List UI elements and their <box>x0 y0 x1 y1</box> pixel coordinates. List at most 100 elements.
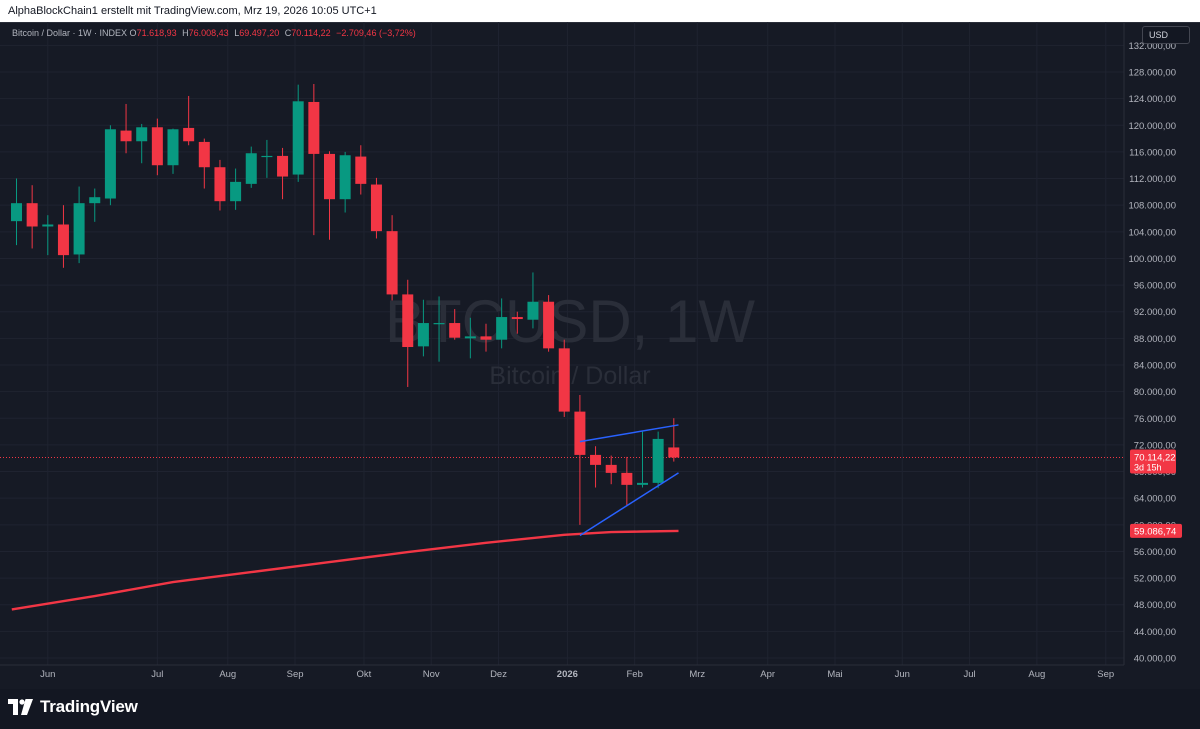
time-tick-label: Feb <box>626 669 642 680</box>
time-tick-label: Sep <box>287 669 304 680</box>
price-tick-label: 92.000,00 <box>1134 307 1176 318</box>
candle-body <box>543 301 555 349</box>
candle <box>42 215 54 256</box>
candle <box>151 118 163 176</box>
candle <box>230 168 242 210</box>
candle-body <box>449 323 461 338</box>
trendline <box>579 424 679 443</box>
time-tick-label: Jul <box>151 669 163 680</box>
candle-body <box>496 317 508 340</box>
candle-body <box>230 181 242 202</box>
candle <box>11 178 22 246</box>
candle-body <box>198 141 210 168</box>
price-tick-label: 104.000,00 <box>1128 227 1176 238</box>
candle <box>449 309 461 340</box>
candle <box>214 159 226 211</box>
time-tick-label: Mrz <box>689 669 705 680</box>
price-tick-label: 128.000,00 <box>1128 68 1176 79</box>
price-tick-label: 124.000,00 <box>1128 94 1176 105</box>
candle-body <box>527 301 539 320</box>
candle-body <box>292 101 304 175</box>
time-tick-label: Jun <box>895 669 910 680</box>
time-tick-label: Dez <box>490 669 507 680</box>
candle-body <box>104 129 116 199</box>
candle-body <box>151 127 163 166</box>
price-tick-label: 44.000,00 <box>1134 627 1176 638</box>
candle-body <box>261 155 273 158</box>
price-tick-label: 56.000,00 <box>1134 547 1176 558</box>
candle <box>57 205 69 268</box>
candle-body <box>183 127 195 142</box>
price-tick-label: 72.000,00 <box>1134 440 1176 451</box>
chart-caption-bar: AlphaBlockChain1 erstellt mit TradingVie… <box>0 0 1200 22</box>
tradingview-logo[interactable]: TradingView <box>8 697 138 717</box>
candle-body <box>574 411 586 455</box>
price-tick-label: 108.000,00 <box>1128 201 1176 212</box>
last-price-marker <box>1130 449 1176 474</box>
candle <box>417 299 429 357</box>
candle <box>245 146 257 188</box>
candle <box>89 188 101 222</box>
bar-countdown-label: 3d 15h <box>1134 462 1162 472</box>
candle <box>167 128 179 174</box>
candle <box>574 394 586 525</box>
currency-selector[interactable]: USD <box>1142 26 1190 44</box>
trendlines[interactable] <box>579 424 679 537</box>
candle <box>73 186 85 264</box>
time-tick-label: Sep <box>1097 669 1114 680</box>
candle-body <box>558 348 570 412</box>
candle <box>590 446 602 488</box>
candle <box>480 323 492 352</box>
candle <box>637 431 648 488</box>
candle <box>292 84 304 182</box>
candle <box>26 185 38 249</box>
price-tick-label: 80.000,00 <box>1134 387 1176 398</box>
candle-body <box>652 438 664 483</box>
footer: TradingView <box>0 689 1200 729</box>
candle-body <box>308 101 320 154</box>
candle-body <box>370 184 382 232</box>
legend-symbol: Bitcoin / Dollar · 1W · INDEX <box>12 28 128 38</box>
price-axis[interactable]: 40.000,00 44.000,00 48.000,00 52.000,00 56.0… <box>1123 22 1176 665</box>
candle-body <box>324 153 335 200</box>
ma-value-label: 59.086,74 <box>1134 526 1176 537</box>
candle-body <box>464 336 476 339</box>
moving-average-line <box>11 529 679 611</box>
candle-body <box>136 127 148 142</box>
candle <box>355 145 367 195</box>
legend-close: 70.114,22 <box>291 28 331 38</box>
candle-body <box>355 156 367 184</box>
legend-low-key: L <box>234 28 240 38</box>
time-axis[interactable]: Jun Jul Aug Sep Okt Nov Dez 2026 Feb Mrz Apr Mai Jun… <box>0 664 1124 680</box>
time-tick-label: Nov <box>423 669 440 680</box>
candle-body <box>590 454 602 465</box>
candle-body <box>26 203 38 227</box>
candle-body <box>637 482 648 485</box>
candle <box>183 95 195 146</box>
candle <box>324 151 335 240</box>
price-tick-label: 120.000,00 <box>1128 121 1176 132</box>
chart-caption: AlphaBlockChain1 erstellt mit TradingVie… <box>8 5 377 17</box>
price-tick-label: 76.000,00 <box>1134 414 1176 425</box>
candle <box>198 138 210 189</box>
candle <box>621 456 633 507</box>
candle <box>136 123 148 164</box>
candle-body <box>433 323 445 325</box>
candle-body <box>42 224 54 227</box>
time-tick-label: Jun <box>40 669 55 680</box>
candle-body <box>245 153 257 184</box>
candle <box>339 151 351 213</box>
candles <box>11 83 680 525</box>
candle-body <box>73 203 85 255</box>
time-tick-label: 2026 <box>557 669 578 680</box>
time-tick-label: Jul <box>964 669 976 680</box>
watermark: BTCUSD, 1W Bitcoin / Dollar <box>385 288 755 390</box>
candle-body <box>89 197 101 204</box>
price-tick-label: 48.000,00 <box>1134 600 1176 611</box>
candle-body <box>11 203 22 222</box>
symbol-legend[interactable]: Bitcoin / Dollar · 1W · INDEX O71.618,93… <box>12 28 419 38</box>
candle-body <box>339 155 351 200</box>
candle-body <box>277 155 289 177</box>
